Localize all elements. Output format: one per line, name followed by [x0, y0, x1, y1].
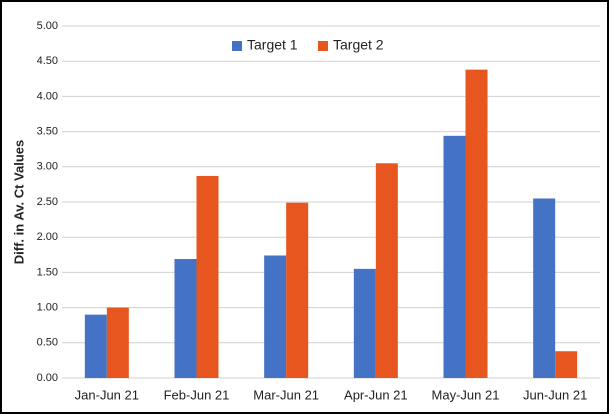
y-tick-label: 2.00	[37, 231, 58, 243]
x-tick-label: Apr-Jun 21	[344, 387, 408, 402]
x-tick-label: Mar-Jun 21	[253, 387, 319, 402]
bar	[443, 135, 466, 378]
legend-label: Target 2	[333, 37, 384, 53]
y-tick-label: 4.50	[37, 55, 58, 67]
y-tick-label: 3.00	[37, 161, 58, 173]
y-tick-label: 3.50	[37, 126, 58, 138]
legend-swatch	[318, 41, 328, 51]
y-tick-label: 5.00	[37, 20, 58, 32]
bar	[286, 202, 309, 378]
legend-swatch	[232, 41, 242, 51]
y-tick-label: 0.50	[37, 337, 58, 349]
y-axis-label: Diff. in Av. Ct Values	[11, 140, 26, 264]
bar	[353, 268, 376, 378]
bar	[533, 198, 556, 378]
bar	[84, 314, 107, 378]
x-tick-label: Feb-Jun 21	[164, 387, 230, 402]
x-tick-label: Jan-Jun 21	[75, 387, 139, 402]
y-tick-label: 0.00	[37, 372, 58, 384]
bar	[264, 255, 287, 378]
bar	[465, 69, 488, 378]
y-tick-label: 1.50	[37, 266, 58, 278]
legend-label: Target 1	[247, 37, 298, 53]
y-tick-label: 2.50	[37, 196, 58, 208]
bar	[555, 351, 578, 378]
bar	[375, 163, 398, 378]
y-tick-label: 1.00	[37, 302, 58, 314]
x-tick-label: May-Jun 21	[432, 387, 500, 402]
x-tick-label: Jun-Jun 21	[523, 387, 587, 402]
bar	[196, 175, 219, 378]
y-tick-label: 4.00	[37, 90, 58, 102]
bar	[106, 307, 129, 378]
bar	[174, 259, 197, 378]
